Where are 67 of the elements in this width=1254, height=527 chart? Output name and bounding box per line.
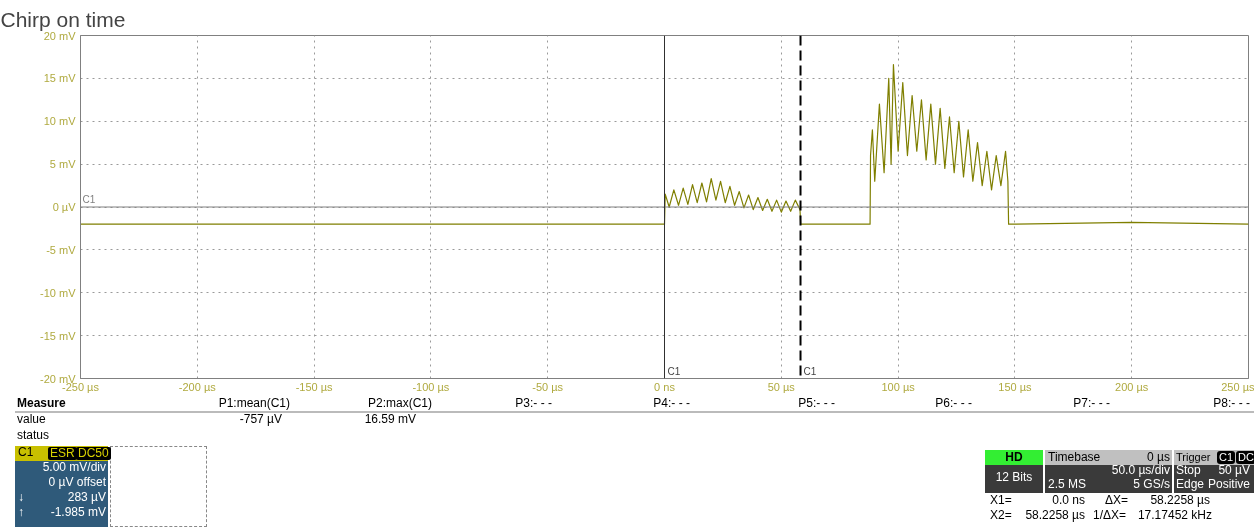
text: DC <box>1236 451 1254 464</box>
text: status <box>17 428 50 442</box>
text: 17.17452 kHz <box>1137 508 1212 522</box>
text: 5.00 mV/div <box>42 460 106 474</box>
text: X1= <box>990 493 1012 507</box>
x-tick-label: 0 ns <box>654 380 676 393</box>
text: ↓ <box>18 490 24 504</box>
y-tick-label: -10 mV <box>40 286 77 299</box>
ref-line-label: C1 <box>667 365 681 377</box>
text: P1:mean(C1) <box>218 396 290 410</box>
text: Positive <box>1207 477 1250 491</box>
text: P3:- - - <box>515 396 552 410</box>
text: -1.985 mV <box>50 505 106 519</box>
text: P4:- - - <box>653 396 690 410</box>
text: P7:- - - <box>1073 396 1110 410</box>
text: 58.2258 µs <box>1150 493 1210 507</box>
text: 50 µV <box>1218 463 1250 477</box>
x-tick-label: 100 µs <box>881 380 916 393</box>
ref-line-label: C1 <box>803 365 817 377</box>
y-tick-label: 10 mV <box>43 115 77 128</box>
y-tick-label: 15 mV <box>43 72 77 85</box>
text: ↑ <box>18 505 24 519</box>
text: C1 <box>18 445 34 459</box>
text: P8:- - - <box>1213 396 1250 410</box>
x-tick-label: -50 µs <box>532 380 564 393</box>
line-series <box>80 64 1249 225</box>
text: -757 µV <box>239 412 282 426</box>
x-tick-label: -200 µs <box>178 380 217 393</box>
text: P2:max(C1) <box>367 396 432 410</box>
x-tick-label: -150 µs <box>295 380 334 393</box>
text: ESR <box>48 446 77 460</box>
text: 50.0 µs/div <box>1111 463 1170 477</box>
y-tick-label: 5 mV <box>49 158 77 171</box>
text: P5:- - - <box>798 396 835 410</box>
text: Edge <box>1176 477 1205 491</box>
text: 58.2258 µs <box>1025 508 1085 522</box>
text: ΔX= <box>1105 493 1129 507</box>
text: 283 µV <box>67 490 106 504</box>
text: 0 µV offset <box>48 475 106 489</box>
text: C1 <box>1217 451 1236 464</box>
y-tick-label: -15 mV <box>40 329 77 342</box>
text: 2.5 MS <box>1048 477 1087 491</box>
x-tick-label: 150 µs <box>998 380 1033 393</box>
y-tick-label: 20 mV <box>43 29 77 42</box>
text: 12 Bits <box>995 470 1033 484</box>
y-tick-label: 0 µV <box>52 201 77 213</box>
text: 0.0 ns <box>1052 493 1085 507</box>
text: X2= <box>990 508 1012 522</box>
text: 16.59 mV <box>364 412 416 426</box>
text: 1/ΔX= <box>1093 508 1127 522</box>
x-tick-label: 50 µs <box>767 380 796 393</box>
y-tick-label: -5 mV <box>46 243 77 256</box>
ref-line-label: C1 <box>82 194 96 205</box>
text: P6:- - - <box>935 396 972 410</box>
text: 5 GS/s <box>1133 477 1170 491</box>
text: 0 µs <box>1147 450 1170 464</box>
text: value <box>17 412 46 426</box>
text: HD <box>1005 450 1023 464</box>
text: Measure <box>17 396 66 410</box>
chart-title: Chirp on time <box>0 7 126 31</box>
text: Stop <box>1176 463 1201 477</box>
x-tick-label: 200 µs <box>1115 380 1149 393</box>
text: DC50 <box>76 446 111 460</box>
x-tick-label: 250 µs <box>1221 380 1254 393</box>
text: Trigger <box>1176 451 1211 464</box>
x-tick-label: -100 µs <box>412 380 450 393</box>
text: Timebase <box>1048 450 1101 464</box>
